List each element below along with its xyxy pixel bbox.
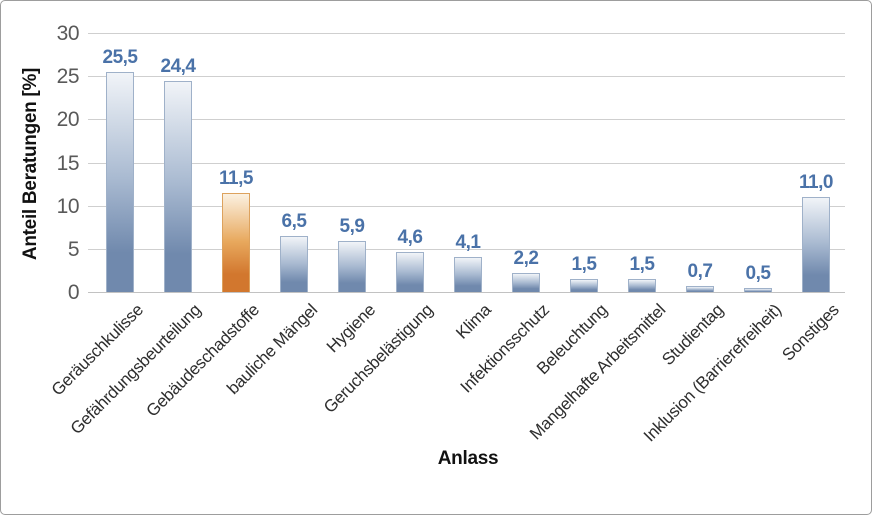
y-tick-label: 0 (67, 281, 80, 304)
x-category-label: Geruchsbelästigung (320, 300, 437, 417)
y-axis-ticks: 0 5 10 15 20 25 30 (1, 23, 80, 303)
bar-value-label: 4,6 (397, 227, 423, 249)
bar-column: 24,4 (149, 33, 207, 292)
bar-column: 25,5 (91, 33, 149, 292)
bar-column: 5,9 (323, 33, 381, 292)
x-category-label: Sonstiges (778, 300, 843, 365)
gridline (88, 76, 845, 78)
gridline (88, 248, 845, 250)
bar (280, 235, 308, 292)
x-axis-labels: Geräuschkulisse Gefährdungsbeurteilung Geb… (48, 299, 845, 447)
bar (396, 252, 424, 292)
plot-area: 25,5 24,4 11,5 6,5 5,9 4,6 4,1 2,2 1,5 1,5 0,7 0,5 1… (88, 33, 845, 293)
x-category-label: Gebäudeschadstoffe (142, 300, 263, 421)
bar-column: 1,5 (613, 33, 671, 292)
bar (686, 285, 714, 292)
bar-value-label: 11,5 (219, 167, 253, 189)
bar-column: 4,6 (381, 33, 439, 292)
bar (512, 273, 540, 292)
bar-column: 1,5 (555, 33, 613, 292)
y-tick-label: 30 (56, 22, 80, 45)
gridline (88, 162, 845, 164)
y-tick-label: 15 (56, 151, 80, 175)
y-tick-label: 20 (56, 108, 80, 132)
bar-column: 6,5 (265, 33, 323, 292)
bar-column: 11,5 (207, 33, 265, 292)
bar-value-label: 5,9 (339, 216, 365, 238)
bar-value-label: 11,0 (799, 172, 833, 194)
x-axis-title: Anlass (437, 448, 499, 469)
y-tick-label: 25 (56, 65, 80, 89)
bar-value-label: 6,5 (281, 210, 307, 232)
bar-column: 4,1 (439, 33, 497, 292)
bar-value-label: 0,5 (745, 262, 771, 284)
bar-value-label: 2,2 (513, 248, 539, 270)
x-category-label: Hygiene (322, 300, 379, 357)
bar-value-label: 25,5 (102, 46, 138, 68)
bar-value-label: 0,7 (687, 260, 713, 282)
x-category-label: Klima (452, 300, 495, 343)
bar (570, 279, 598, 292)
x-axis-line (88, 292, 845, 293)
bar-highlighted (222, 192, 250, 292)
bars-layer: 25,5 24,4 11,5 6,5 5,9 4,6 4,1 2,2 1,5 1,5 0,7 0,5 1… (91, 33, 845, 292)
bar-column: 0,5 (729, 33, 787, 292)
bar-value-label: 4,1 (455, 231, 481, 253)
bar-value-label: 1,5 (629, 254, 655, 276)
y-tick-label: 10 (56, 194, 80, 218)
gridline (88, 119, 845, 121)
gridline (88, 33, 845, 34)
bar-column: 11,0 (787, 33, 845, 292)
bar (744, 287, 772, 292)
bar (164, 81, 192, 292)
bar-value-label: 1,5 (571, 254, 597, 276)
bar-column: 2,2 (497, 33, 555, 292)
bar-column: 0,7 (671, 33, 729, 292)
y-tick-label: 5 (67, 237, 80, 261)
bar-value-label: 24,4 (160, 56, 196, 78)
bar (338, 241, 366, 292)
bar (802, 197, 830, 292)
bar (106, 71, 134, 292)
bar (454, 256, 482, 292)
gridline (88, 205, 845, 207)
bar (628, 279, 656, 292)
